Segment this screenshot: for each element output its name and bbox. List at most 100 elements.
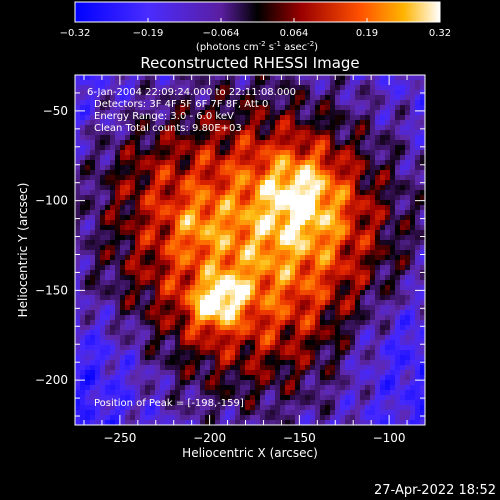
heatmap-cell (190, 395, 196, 401)
heatmap-cell (190, 150, 196, 156)
heatmap-cell (90, 250, 96, 256)
heatmap-cell (230, 305, 236, 311)
heatmap-cell (85, 235, 91, 241)
heatmap-cell (275, 300, 281, 306)
heatmap-cell (90, 145, 96, 151)
heatmap-cell (375, 185, 381, 191)
heatmap-cell (190, 80, 196, 86)
heatmap-cell (140, 355, 146, 361)
heatmap-cell (170, 150, 176, 156)
heatmap-cell (190, 355, 196, 361)
heatmap-cell (115, 160, 121, 166)
heatmap-cell (250, 135, 256, 141)
heatmap-cell (185, 185, 191, 191)
heatmap-cell (170, 165, 176, 171)
heatmap-cell (250, 80, 256, 86)
heatmap-cell (195, 325, 201, 331)
heatmap-cell (310, 200, 316, 206)
heatmap-cell (190, 230, 196, 236)
heatmap-cell (205, 375, 211, 381)
heatmap-cell (280, 130, 286, 136)
heatmap-cell (285, 330, 291, 336)
heatmap-cell (405, 380, 411, 386)
heatmap-cell (150, 150, 156, 156)
heatmap-cell (75, 165, 81, 171)
heatmap-cell (285, 245, 291, 251)
heatmap-cell (80, 315, 86, 321)
heatmap-cell (105, 200, 111, 206)
heatmap-cell (205, 295, 211, 301)
heatmap-cell (205, 85, 211, 91)
heatmap-cell (280, 355, 286, 361)
heatmap-cell (340, 215, 346, 221)
heatmap-cell (260, 380, 266, 386)
heatmap-cell (205, 280, 211, 286)
heatmap-cell (310, 250, 316, 256)
heatmap-cell (255, 215, 261, 221)
heatmap-cell (320, 140, 326, 146)
heatmap-cell (80, 125, 86, 131)
heatmap-cell (215, 345, 221, 351)
heatmap-cell (240, 85, 246, 91)
heatmap-cell (365, 165, 371, 171)
heatmap-cell (90, 350, 96, 356)
heatmap-cell (250, 300, 256, 306)
heatmap-cell (390, 245, 396, 251)
heatmap-cell (120, 150, 126, 156)
heatmap-cell (345, 135, 351, 141)
heatmap-cell (295, 215, 301, 221)
heatmap-cell (225, 160, 231, 166)
heatmap-cell (400, 385, 406, 391)
heatmap-cell (325, 360, 331, 366)
heatmap-cell (205, 130, 211, 136)
heatmap-cell (395, 115, 401, 121)
heatmap-cell (260, 180, 266, 186)
heatmap-cell (200, 290, 206, 296)
heatmap-cell (350, 175, 356, 181)
heatmap-cell (285, 85, 291, 91)
heatmap-cell (270, 330, 276, 336)
heatmap-cell (355, 355, 361, 361)
heatmap-cell (140, 160, 146, 166)
heatmap-cell (135, 100, 141, 106)
heatmap-cell (390, 290, 396, 296)
heatmap-cell (200, 405, 206, 411)
heatmap-cell (195, 90, 201, 96)
heatmap-cell (150, 160, 156, 166)
heatmap-cell (130, 260, 136, 266)
heatmap-cell (190, 145, 196, 151)
heatmap-cell (295, 265, 301, 271)
heatmap-cell (230, 415, 236, 421)
heatmap-cell (80, 265, 86, 271)
heatmap-cell (365, 150, 371, 156)
heatmap-cell (180, 235, 186, 241)
heatmap-cell (75, 370, 81, 376)
heatmap-cell (345, 100, 351, 106)
heatmap-cell (135, 80, 141, 86)
heatmap-cell (165, 75, 171, 81)
heatmap-cell (160, 310, 166, 316)
heatmap-cell (150, 360, 156, 366)
heatmap-cell (415, 225, 421, 231)
heatmap-cell (315, 270, 321, 276)
heatmap-cell (115, 120, 121, 126)
heatmap-cell (405, 405, 411, 411)
heatmap-cell (110, 340, 116, 346)
heatmap-cell (135, 325, 141, 331)
heatmap-cell (75, 340, 81, 346)
heatmap-cell (290, 210, 296, 216)
heatmap-cell (235, 305, 241, 311)
heatmap-cell (375, 135, 381, 141)
heatmap-cell (90, 395, 96, 401)
heatmap-cell (105, 375, 111, 381)
heatmap-cell (230, 385, 236, 391)
heatmap-cell (240, 420, 246, 425)
heatmap-cell (195, 100, 201, 106)
heatmap-cell (235, 165, 241, 171)
heatmap-cell (290, 145, 296, 151)
heatmap-cell (210, 205, 216, 211)
heatmap-cell (105, 205, 111, 211)
heatmap-cell (400, 285, 406, 291)
heatmap-cell (330, 185, 336, 191)
heatmap-cell (195, 265, 201, 271)
